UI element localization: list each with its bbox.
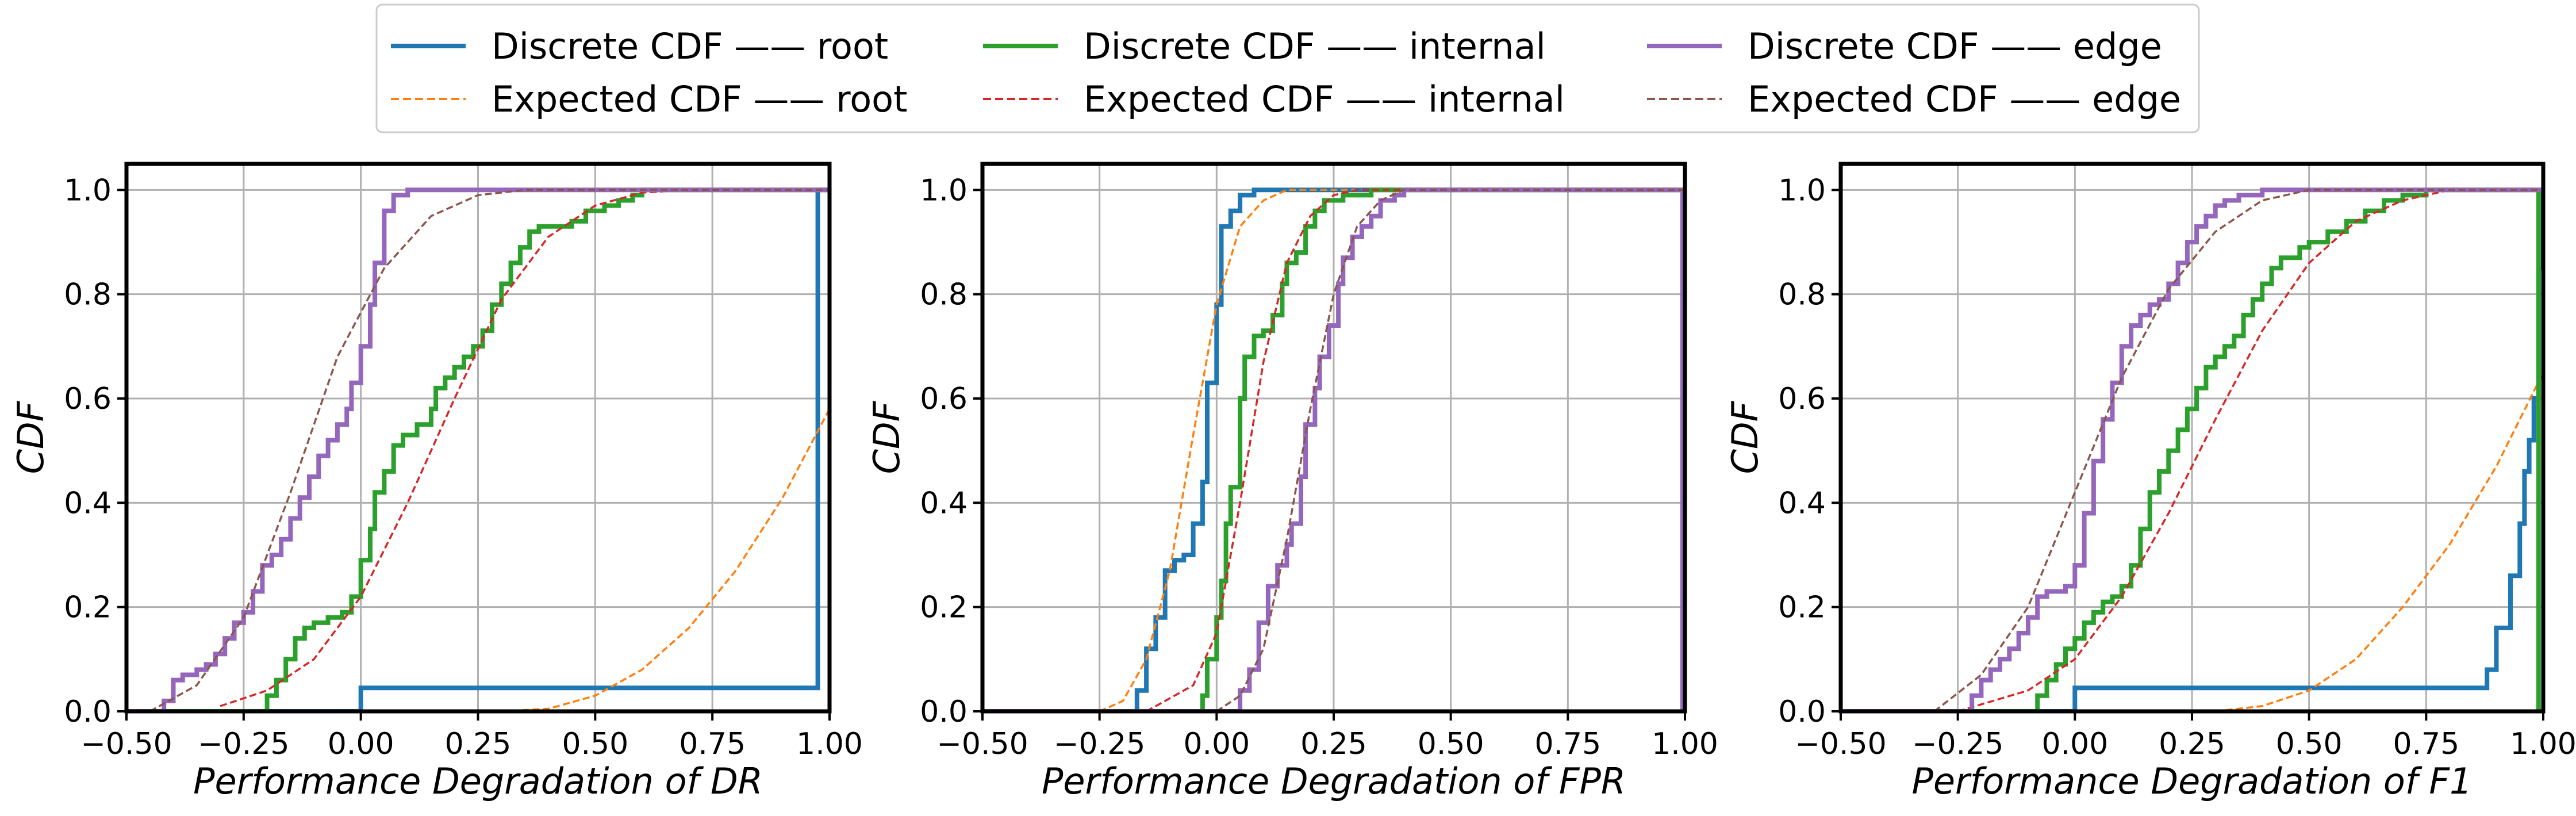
series-expected-root [501, 408, 830, 711]
x-tick-label: 0.50 [1418, 727, 1484, 761]
series-expected-edge [1216, 189, 1685, 711]
x-tick-label: 1.00 [2510, 727, 2576, 761]
chart-panel-2: −0.50 −0.25 0.00 0.25 0.50 0.75 1.00 0.0 0.2 0.4 0… [866, 162, 1718, 802]
x-tick-label: 0.50 [2276, 727, 2343, 761]
series-expected-root [1099, 189, 1685, 711]
series-expected-root [2215, 371, 2543, 711]
x-axis-label: Performance Degradation of FPR [1042, 760, 1626, 802]
chart-panel-3: −0.50 −0.25 0.00 0.25 0.50 0.75 1.00 0.0 0.2 0.4 0… [1724, 162, 2576, 802]
y-tick-label: 0.6 [920, 382, 968, 416]
x-tick-label: −0.25 [1054, 727, 1145, 761]
series-discrete-edge [982, 187, 1685, 711]
x-tick-label: 0.00 [2041, 727, 2108, 761]
x-tick-label: 0.25 [445, 727, 512, 761]
series-discrete-internal [1841, 187, 2541, 711]
x-tick-label: 0.75 [2393, 727, 2459, 761]
y-tick-label: 0.4 [64, 486, 112, 520]
y-tick-label: 1.0 [1778, 173, 1826, 208]
x-tick-label: 0.50 [562, 727, 628, 761]
y-tick-label: 0.6 [1778, 382, 1826, 416]
y-tick-label: 0.2 [64, 591, 112, 625]
series-expected-internal [220, 189, 830, 707]
legend-label-discrete_root: Discrete CDF —— root [492, 25, 888, 67]
y-axis-label: CDF [866, 400, 908, 474]
x-tick-label: 0.75 [679, 727, 746, 761]
legend-label-discrete_edge: Discrete CDF —— edge [1748, 25, 2162, 67]
x-tick-label: 0.75 [1534, 727, 1601, 761]
y-tick-label: 0.0 [64, 695, 112, 729]
x-tick-label: −0.50 [936, 727, 1028, 761]
x-axis-label: Performance Degradation of DR [193, 760, 763, 802]
y-tick-label: 0.8 [64, 278, 112, 312]
series-expected-internal [1957, 189, 2543, 711]
series-discrete-internal [126, 187, 830, 711]
y-tick-label: 0.0 [920, 695, 968, 729]
x-tick-label: 0.25 [2159, 727, 2225, 761]
x-axis-label: Performance Degradation of F1 [1911, 760, 2472, 802]
x-tick-label: −0.50 [1795, 727, 1886, 761]
y-tick-label: 0.8 [920, 278, 968, 312]
series-discrete-root [982, 187, 1685, 711]
legend-label-expected_root: Expected CDF —— root [492, 78, 907, 120]
legend-label-expected_edge: Expected CDF —— edge [1748, 78, 2181, 120]
x-tick-label: −0.25 [1912, 727, 2003, 761]
y-tick-label: 0.0 [1778, 695, 1826, 729]
legend-frame [375, 3, 2200, 133]
chart-panel-1: −0.50 −0.25 0.00 0.25 0.50 0.75 1.00 0.0 0.2 0.4 0… [10, 162, 863, 802]
y-tick-label: 0.8 [1778, 278, 1826, 312]
y-axis-label: CDF [1724, 400, 1766, 474]
legend-label-discrete_internal: Discrete CDF —— internal [1084, 25, 1546, 67]
legend: Discrete CDF —— root Expected CDF —— root… [375, 3, 2200, 133]
y-tick-label: 1.0 [64, 173, 112, 208]
y-tick-label: 0.2 [920, 591, 968, 625]
x-tick-label: 0.00 [328, 727, 394, 761]
y-tick-label: 0.4 [920, 486, 968, 520]
x-tick-label: 1.00 [1652, 727, 1718, 761]
series-expected-edge [1933, 189, 2543, 711]
x-tick-label: 0.00 [1183, 727, 1250, 761]
y-tick-label: 1.0 [920, 173, 968, 208]
x-tick-label: 0.25 [1300, 727, 1367, 761]
y-tick-label: 0.2 [1778, 591, 1826, 625]
x-tick-label: −0.50 [80, 727, 172, 761]
series-discrete-edge [126, 187, 830, 711]
x-tick-label: 1.00 [796, 727, 863, 761]
series-expected-edge [149, 189, 830, 711]
chart-panels: −0.50 −0.25 0.00 0.25 0.50 0.75 1.00 0.0 0.2 0.4 0… [10, 162, 2576, 802]
y-tick-label: 0.6 [64, 382, 112, 416]
x-tick-label: −0.25 [198, 727, 289, 761]
legend-label-expected_internal: Expected CDF —— internal [1084, 78, 1565, 120]
y-axis-label: CDF [10, 400, 52, 474]
y-tick-label: 0.4 [1778, 486, 1826, 520]
series-expected-internal [1146, 189, 1685, 711]
